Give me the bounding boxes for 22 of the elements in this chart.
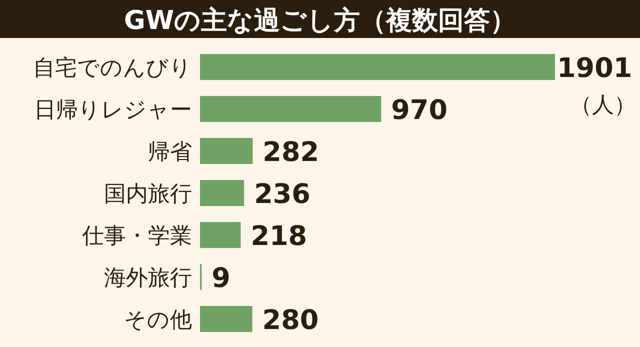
bar <box>200 96 382 122</box>
y-tick-label: 国内旅行 <box>104 182 192 207</box>
y-tick-label: 自宅でのんびり <box>33 56 192 81</box>
text: （人） <box>570 93 636 118</box>
data-label: 218 <box>250 221 308 252</box>
data-label: 9 <box>212 263 230 294</box>
bar <box>200 222 241 248</box>
data-label: 282 <box>262 137 320 168</box>
bar <box>200 138 253 164</box>
y-tick-label: 日帰りレジャー <box>34 98 192 123</box>
y-tick-label: 海外旅行 <box>104 266 192 291</box>
data-label: 236 <box>254 179 310 210</box>
bar <box>200 54 555 80</box>
y-tick-label: 仕事・学業 <box>81 224 192 249</box>
chart-title: GWの主な過ごし方（複数回答） <box>124 6 516 36</box>
bar <box>200 180 244 206</box>
data-label: 280 <box>262 305 319 336</box>
bar <box>200 306 252 332</box>
y-tick-label: その他 <box>124 308 192 333</box>
y-tick-label: 帰省 <box>148 140 192 165</box>
data-label: 1901 <box>557 53 632 84</box>
data-label: 970 <box>391 95 448 126</box>
